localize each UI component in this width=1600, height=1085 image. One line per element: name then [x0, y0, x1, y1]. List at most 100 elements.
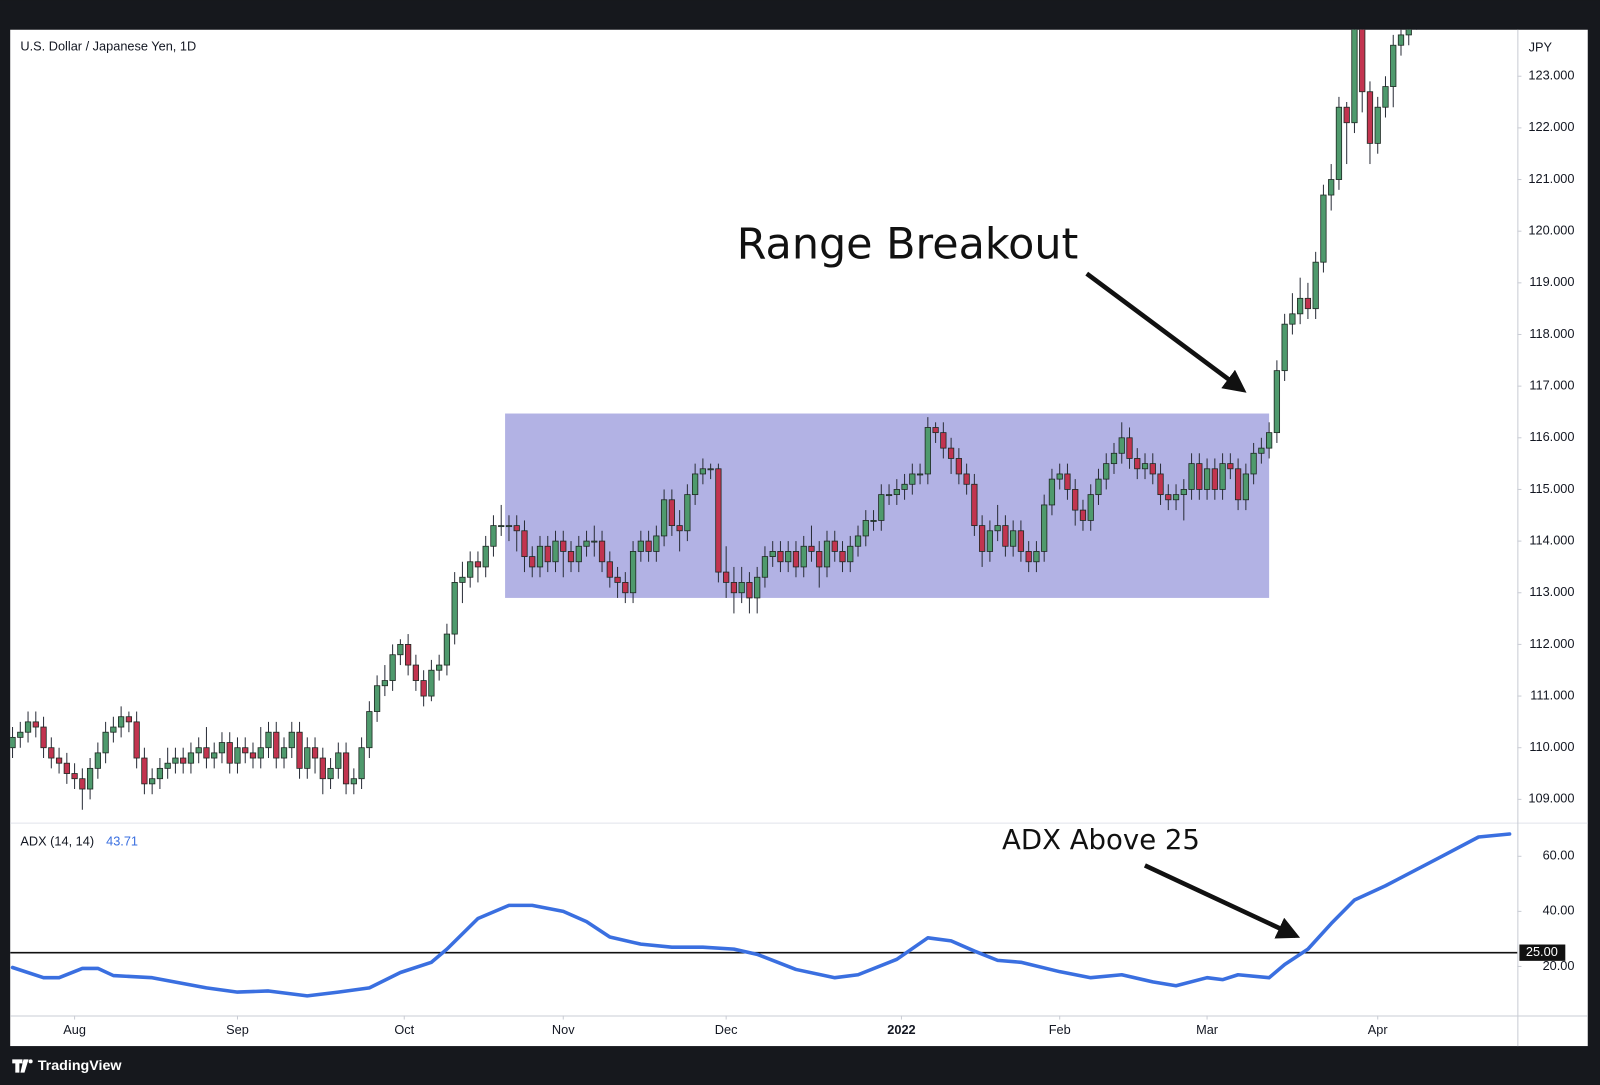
- candle-body: [482, 545, 489, 568]
- candle-body: [358, 747, 365, 780]
- candle-body: [560, 540, 567, 552]
- candle-body: [249, 752, 257, 759]
- y-tick-label: 117.000: [1529, 378, 1574, 393]
- candle-body: [335, 752, 342, 769]
- candle-body: [645, 540, 652, 552]
- candle-body: [598, 540, 606, 563]
- candle-body: [622, 582, 629, 594]
- x-tick-label: Feb: [1049, 1022, 1071, 1037]
- candle-body: [443, 633, 451, 666]
- brand-name: TradingView: [38, 1058, 123, 1074]
- level-label-bg: [1519, 944, 1566, 961]
- candle-body: [1351, 29, 1358, 124]
- candle-body: [1087, 494, 1094, 521]
- candle-body: [110, 726, 117, 733]
- candle-body: [118, 716, 125, 728]
- chart-title: U.S. Dollar / Japanese Yen, 1D: [20, 38, 196, 53]
- y-tick-label: 60.00: [1543, 848, 1575, 863]
- annotation: ADX Above 25: [1002, 824, 1200, 856]
- candle-body: [366, 711, 373, 749]
- candle-body: [777, 551, 784, 563]
- x-tick-label: Mar: [1196, 1022, 1219, 1037]
- candle-body: [1320, 194, 1327, 263]
- candle-body: [1172, 494, 1180, 501]
- candle-body: [575, 545, 582, 563]
- candle-body: [226, 742, 233, 764]
- indicator-value: 43.71: [106, 833, 138, 848]
- candle-body: [467, 561, 474, 578]
- y-tick-label: 122.000: [1528, 119, 1574, 134]
- candle-body: [125, 716, 133, 723]
- candle-body: [1010, 530, 1017, 547]
- y-tick-label: 123.000: [1528, 68, 1574, 83]
- candle-body: [459, 576, 466, 583]
- candle-body: [1165, 494, 1172, 501]
- candle-body: [451, 582, 458, 635]
- adx-line: [10, 832, 1512, 998]
- candle-body: [909, 473, 916, 485]
- x-tick-label: Dec: [715, 1022, 738, 1037]
- candle-body: [738, 582, 745, 594]
- candle-body: [1188, 463, 1195, 490]
- candle-body: [257, 747, 264, 759]
- y-tick-label: 113.000: [1529, 584, 1574, 599]
- candle-body: [606, 561, 613, 578]
- candle-body: [1219, 463, 1226, 490]
- candle-body: [420, 680, 427, 697]
- candle-body: [1289, 313, 1296, 325]
- candle-body: [924, 427, 931, 475]
- candle-body: [1258, 447, 1265, 454]
- candle-body: [893, 489, 900, 496]
- candle-body: [629, 551, 637, 594]
- candle-body: [567, 551, 575, 563]
- candle-body: [280, 747, 288, 759]
- candle-body: [1103, 463, 1110, 480]
- candle-body: [203, 747, 210, 759]
- candle-body: [265, 731, 272, 749]
- candle-body: [71, 773, 78, 780]
- candle-body: [699, 468, 707, 475]
- candle-body: [304, 747, 311, 769]
- candle-body: [1390, 44, 1397, 87]
- candle-body: [1095, 478, 1102, 496]
- candle-body: [288, 731, 295, 749]
- candle-body: [381, 680, 388, 687]
- candle-body: [397, 643, 404, 656]
- annotation-arrow: [1085, 271, 1247, 393]
- annotation-arrow: [1143, 863, 1301, 939]
- candle-body: [1328, 179, 1335, 196]
- candle-body: [428, 669, 435, 697]
- candle-body: [1196, 463, 1203, 490]
- x-tick-label: Apr: [1368, 1022, 1389, 1037]
- candle-body: [707, 468, 714, 471]
- candle-body: [785, 551, 792, 563]
- candle-body: [1343, 106, 1350, 124]
- candle-body: [1141, 463, 1149, 470]
- candle-body: [211, 752, 218, 759]
- annotation: Range Breakout: [737, 220, 1079, 270]
- candle-body: [529, 556, 536, 568]
- candle-body: [971, 483, 978, 527]
- candle-body: [513, 525, 520, 532]
- candle-body: [583, 540, 590, 547]
- candle-body: [769, 551, 776, 558]
- candle-body: [164, 762, 171, 769]
- candle-body: [986, 530, 994, 552]
- candle-body: [979, 525, 986, 552]
- candle-body: [839, 551, 846, 563]
- candle-body: [474, 561, 482, 568]
- candle-body: [180, 757, 187, 764]
- candle-body: [552, 540, 559, 563]
- candle-body: [1149, 463, 1156, 475]
- candle-body: [1110, 452, 1118, 465]
- candle-body: [614, 576, 621, 583]
- y-tick-label: 121.000: [1528, 171, 1574, 186]
- candle-body: [816, 551, 823, 568]
- candle-body: [86, 767, 94, 790]
- candle-body: [854, 535, 862, 547]
- candle-body: [761, 556, 769, 578]
- candle-body: [870, 520, 877, 522]
- candle-body: [149, 778, 156, 785]
- candle-body: [591, 540, 598, 543]
- candle-body: [412, 664, 420, 681]
